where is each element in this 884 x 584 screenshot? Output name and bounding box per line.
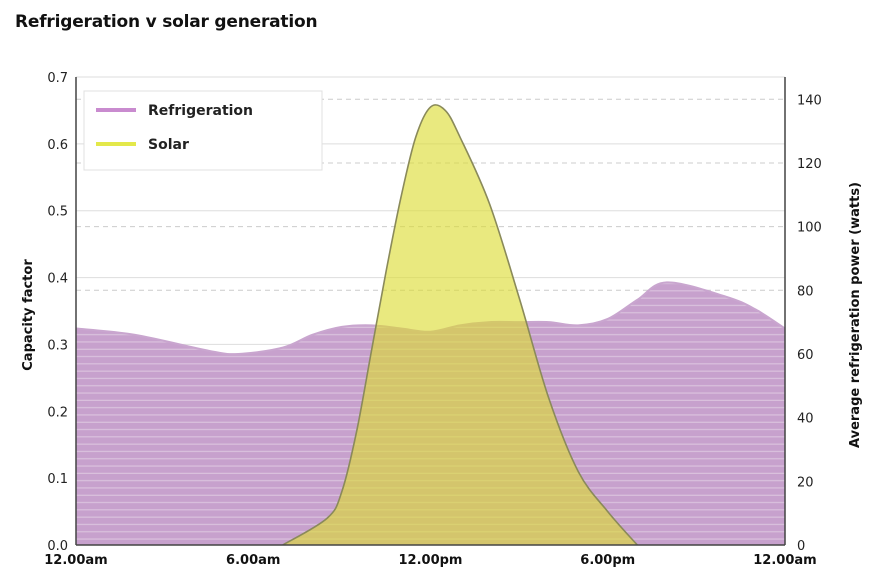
left-tick-label: 0.0 (47, 539, 68, 554)
left-tick-label: 0.2 (47, 405, 68, 420)
x-tick-label: 12.00am (44, 553, 107, 568)
right-tick-label: 40 (797, 412, 814, 427)
solar-line (282, 104, 638, 546)
x-tick-label: 6.00pm (580, 553, 635, 568)
right-tick-label: 60 (797, 348, 814, 363)
left-tick-label: 0.5 (47, 205, 68, 220)
solar-area (282, 104, 638, 545)
right-tick-label: 120 (797, 157, 822, 172)
legend-box (83, 90, 323, 171)
right-tick-label: 20 (797, 475, 814, 490)
right-tick-label: 100 (797, 221, 822, 236)
left-tick-label: 0.7 (47, 71, 68, 86)
x-tick-label: 6.00am (226, 553, 280, 568)
left-tick-label: 0.3 (47, 338, 68, 353)
legend: Refrigeration Solar (83, 90, 323, 171)
right-tick-label: 140 (797, 93, 822, 108)
x-tick-label: 12.00pm (399, 553, 463, 568)
right-tick-label: 0 (797, 539, 805, 554)
right-axis-label: Average refrigeration power (watts) (848, 182, 863, 448)
left-axis-label: Capacity factor (21, 259, 36, 371)
left-tick-label: 0.4 (47, 272, 68, 287)
right-tick-label: 80 (797, 284, 814, 299)
chart-title: Refrigeration v solar generation (15, 12, 318, 32)
legend-label-refrigeration: Refrigeration (148, 103, 253, 119)
x-tick-label: 12.00am (753, 553, 816, 568)
legend-label-solar: Solar (148, 137, 189, 153)
left-tick-label: 0.6 (47, 138, 68, 153)
left-tick-label: 0.1 (47, 472, 68, 487)
